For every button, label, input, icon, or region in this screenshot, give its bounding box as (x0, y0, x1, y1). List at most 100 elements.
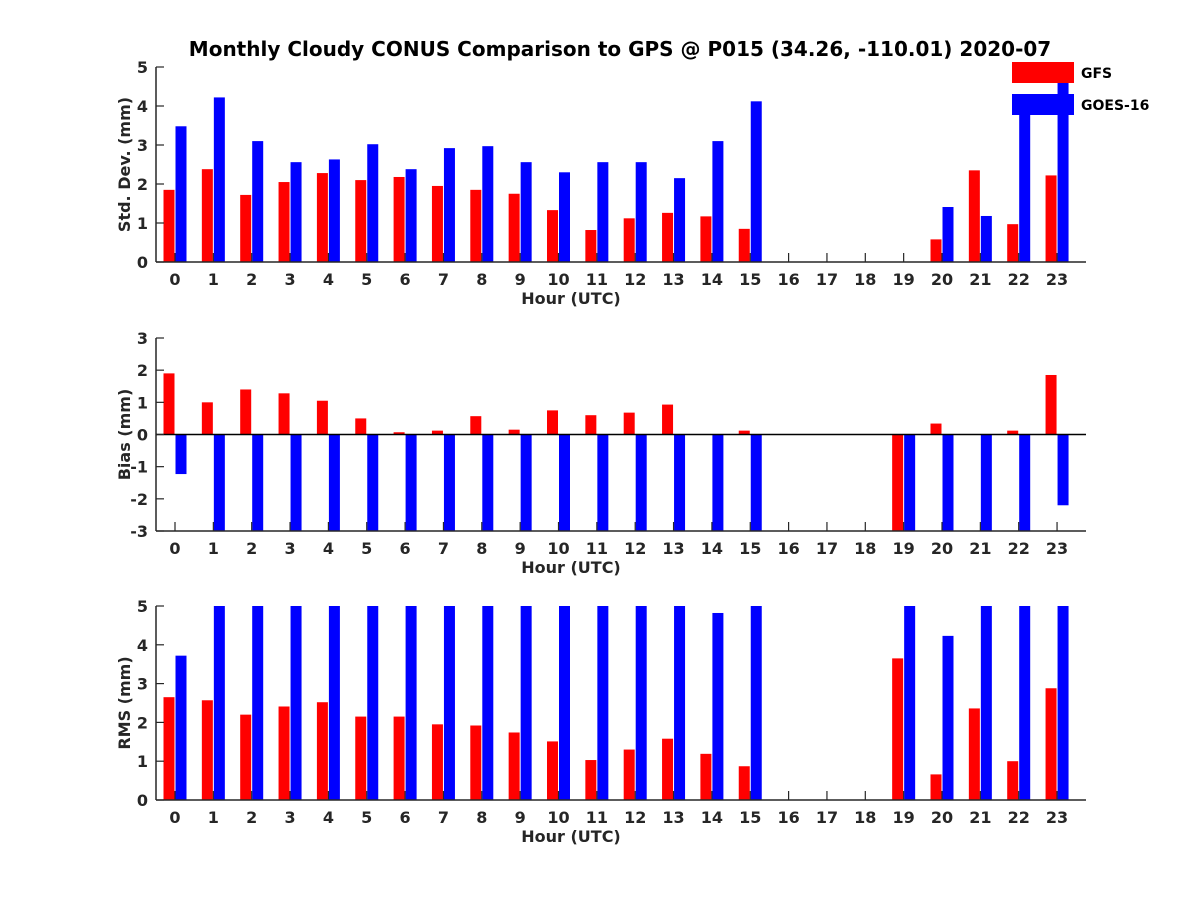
bar-goes-16-hour-2 (252, 434, 264, 531)
x-tick-label: 7 (438, 270, 449, 289)
x-tick-label: 1 (208, 539, 219, 558)
bar-goes-16-hour-21 (980, 606, 992, 800)
bar-goes-16-hour-1 (213, 97, 225, 262)
bar-goes-16-hour-0 (175, 655, 187, 800)
y-tick-label: 5 (137, 597, 148, 616)
bar-gfs-hour-2 (240, 714, 252, 800)
legend: GFS GOES-16 (1012, 62, 1149, 115)
x-tick-label: 6 (400, 808, 411, 827)
x-tick-label: 23 (1046, 808, 1068, 827)
bar-gfs-hour-11 (585, 760, 597, 800)
bar-gfs-hour-2 (240, 389, 252, 435)
y-tick-label: 1 (137, 214, 148, 233)
bar-gfs-hour-0 (163, 373, 175, 435)
bar-goes-16-hour-13 (674, 178, 686, 262)
x-tick-label: 9 (515, 539, 526, 558)
x-tick-label: 1 (208, 270, 219, 289)
bar-goes-16-hour-7 (443, 606, 455, 800)
bar-gfs-hour-8 (470, 416, 482, 435)
bar-gfs-hour-9 (508, 193, 520, 262)
bar-goes-16-hour-9 (520, 434, 532, 531)
bar-goes-16-hour-10 (559, 172, 570, 262)
y-tick-label: 0 (137, 253, 148, 272)
bar-gfs-hour-9 (508, 429, 520, 435)
x-tick-label: 12 (624, 808, 646, 827)
legend-swatch-goes-16 (1012, 94, 1074, 115)
bar-goes-16-hour-8 (482, 146, 494, 262)
bar-gfs-hour-23 (1045, 688, 1057, 800)
x-tick-label: 3 (284, 539, 295, 558)
bar-gfs-hour-5 (355, 180, 367, 262)
bar-gfs-hour-4 (316, 400, 328, 435)
x-tick-label: 9 (515, 808, 526, 827)
x-tick-label: 20 (931, 270, 953, 289)
x-tick-label: 22 (1008, 270, 1030, 289)
bar-gfs-hour-5 (355, 418, 367, 435)
bar-goes-16-hour-2 (252, 141, 264, 262)
bar-goes-16-hour-19 (904, 434, 916, 531)
bar-gfs-hour-12 (623, 749, 635, 800)
bar-gfs-hour-14 (700, 216, 712, 262)
bar-goes-16-hour-5 (367, 144, 379, 262)
x-tick-label: 18 (854, 808, 876, 827)
x-tick-label: 8 (476, 539, 487, 558)
bar-goes-16-hour-12 (635, 162, 647, 262)
bar-gfs-hour-21 (968, 170, 980, 262)
bar-gfs-hour-20 (930, 774, 942, 800)
bar-goes-16-hour-7 (443, 434, 455, 531)
x-axis-label: Hour (UTC) (521, 558, 621, 577)
bar-gfs-hour-14 (700, 753, 712, 800)
x-tick-label: 20 (931, 808, 953, 827)
x-tick-label: 12 (624, 539, 646, 558)
x-tick-label: 21 (969, 539, 991, 558)
y-tick-label: 1 (137, 393, 148, 412)
bar-gfs-hour-12 (623, 412, 635, 435)
bar-goes-16-hour-3 (290, 434, 302, 531)
x-tick-label: 19 (893, 270, 915, 289)
y-axis-label: RMS (mm) (115, 656, 134, 749)
bar-goes-16-hour-19 (904, 606, 916, 800)
bar-gfs-hour-1 (201, 700, 213, 800)
x-tick-label: 11 (586, 808, 608, 827)
bar-gfs-hour-3 (278, 182, 290, 262)
bar-gfs-hour-8 (470, 189, 482, 262)
x-tick-label: 18 (854, 270, 876, 289)
y-tick-label: 4 (137, 636, 148, 655)
x-tick-label: 11 (586, 270, 608, 289)
bar-gfs-hour-2 (240, 194, 252, 262)
x-tick-label: 12 (624, 270, 646, 289)
x-tick-label: 4 (323, 808, 334, 827)
x-tick-label: 15 (739, 539, 761, 558)
bars-panel-3 (163, 606, 1069, 800)
x-tick-label: 10 (547, 539, 569, 558)
bar-goes-16-hour-21 (980, 434, 992, 531)
bars-panel-1 (163, 67, 1069, 262)
bar-goes-16-hour-22 (1019, 101, 1031, 262)
bar-goes-16-hour-20 (942, 434, 954, 531)
bar-gfs-hour-22 (1007, 430, 1019, 435)
bar-gfs-hour-7 (431, 430, 443, 435)
x-axis-label: Hour (UTC) (521, 289, 621, 308)
bar-goes-16-hour-6 (405, 606, 417, 800)
bar-gfs-hour-22 (1007, 224, 1019, 262)
x-tick-label: 6 (400, 539, 411, 558)
bar-goes-16-hour-23 (1057, 67, 1069, 262)
bar-gfs-hour-7 (431, 185, 443, 262)
y-tick-label: 5 (137, 58, 148, 77)
x-tick-label: 8 (476, 270, 487, 289)
x-tick-label: 5 (361, 270, 372, 289)
bar-goes-16-hour-2 (252, 606, 264, 800)
y-tick-label: -2 (130, 490, 148, 509)
bar-goes-16-hour-20 (942, 635, 954, 800)
bar-gfs-hour-5 (355, 716, 367, 800)
bar-gfs-hour-4 (316, 702, 328, 800)
y-axis-label: Std. Dev. (mm) (115, 97, 134, 232)
bar-gfs-hour-15 (738, 430, 750, 435)
bar-goes-16-hour-11 (597, 434, 609, 531)
bar-goes-16-hour-1 (213, 434, 225, 531)
bar-goes-16-hour-4 (328, 159, 340, 262)
x-tick-label: 19 (893, 808, 915, 827)
bar-gfs-hour-15 (738, 766, 750, 800)
